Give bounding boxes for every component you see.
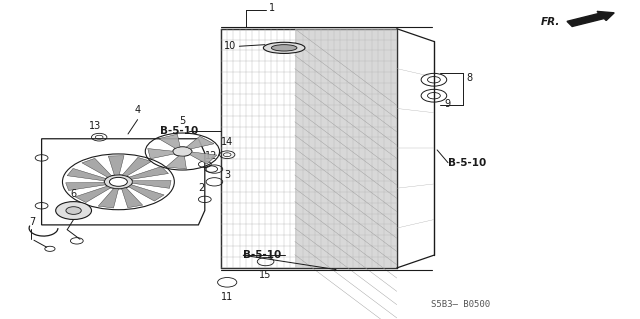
Text: 10: 10 [224, 41, 236, 51]
Polygon shape [129, 185, 164, 201]
Polygon shape [186, 136, 214, 149]
Text: B-5-10: B-5-10 [448, 158, 486, 168]
Text: 9: 9 [445, 99, 451, 109]
Text: B-5-10: B-5-10 [160, 126, 198, 136]
Text: 12: 12 [205, 151, 218, 161]
Polygon shape [129, 167, 168, 179]
Circle shape [66, 207, 81, 214]
Polygon shape [75, 186, 111, 203]
Polygon shape [159, 134, 180, 148]
Polygon shape [294, 29, 397, 268]
Text: 2: 2 [198, 183, 205, 193]
Text: 7: 7 [29, 217, 35, 227]
Polygon shape [82, 158, 111, 177]
Polygon shape [67, 168, 106, 181]
Polygon shape [166, 156, 186, 169]
Text: 4: 4 [134, 105, 141, 115]
Polygon shape [148, 149, 174, 159]
Text: 15: 15 [259, 270, 272, 279]
Polygon shape [122, 157, 152, 176]
Circle shape [104, 175, 132, 189]
Text: 11: 11 [221, 292, 234, 302]
Text: 1: 1 [269, 3, 275, 13]
Text: B-5-10: B-5-10 [243, 250, 282, 260]
Text: 14: 14 [221, 137, 234, 147]
Text: 6: 6 [70, 189, 77, 199]
Polygon shape [108, 156, 124, 175]
Polygon shape [189, 152, 217, 164]
Polygon shape [122, 188, 143, 208]
Circle shape [56, 202, 92, 219]
Polygon shape [98, 189, 118, 208]
Text: FR.: FR. [541, 17, 560, 27]
Ellipse shape [271, 45, 297, 51]
Text: S5B3– B0500: S5B3– B0500 [431, 300, 490, 309]
FancyArrow shape [567, 11, 614, 26]
Circle shape [173, 147, 192, 156]
Text: 13: 13 [88, 121, 101, 131]
Ellipse shape [264, 42, 305, 54]
Polygon shape [132, 181, 171, 188]
Polygon shape [66, 182, 106, 190]
Text: 5: 5 [179, 116, 186, 126]
Text: 8: 8 [466, 73, 472, 83]
Text: 3: 3 [224, 170, 230, 181]
Circle shape [109, 177, 127, 186]
